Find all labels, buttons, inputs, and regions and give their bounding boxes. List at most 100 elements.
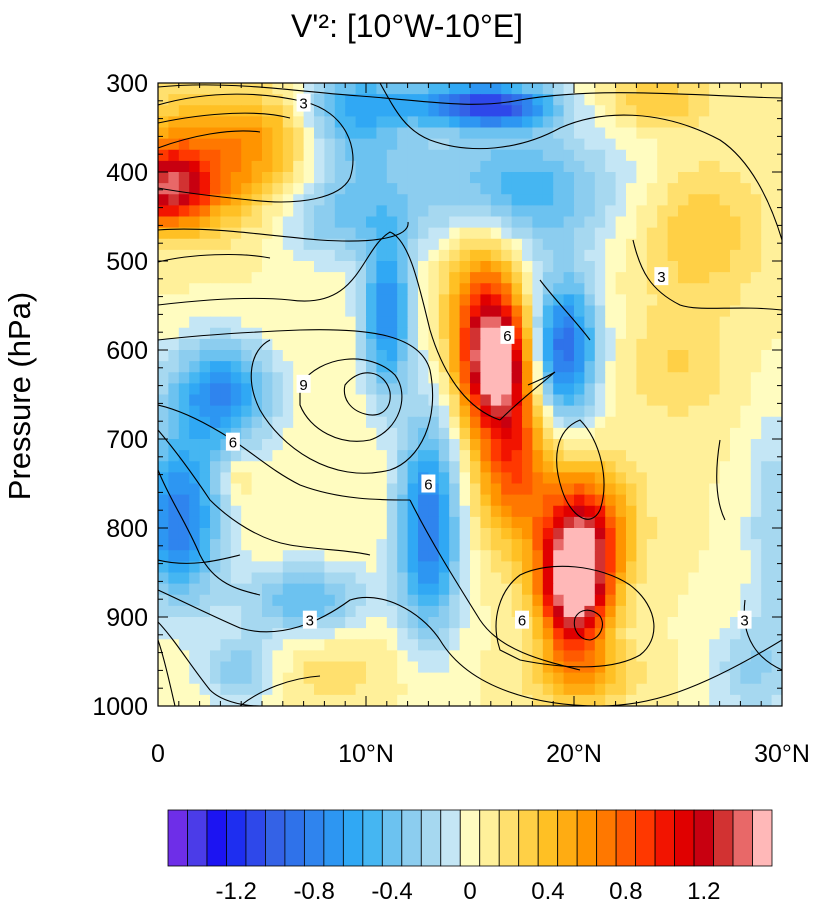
heatmap-cell (501, 283, 513, 295)
heatmap-cell (272, 639, 284, 651)
heatmap-cell (636, 694, 648, 706)
heatmap-cell (532, 249, 544, 262)
heatmap-cell (698, 439, 710, 451)
heatmap-cell (418, 594, 429, 607)
heatmap-cell (262, 249, 273, 262)
heatmap-cell (230, 661, 242, 674)
heatmap-cell (594, 327, 606, 340)
heatmap-cell (657, 183, 669, 195)
heatmap-cell (459, 483, 471, 496)
heatmap-cell (501, 149, 513, 162)
heatmap-cell (438, 172, 450, 184)
heatmap-cell (334, 572, 346, 585)
heatmap-cell (449, 316, 461, 329)
heatmap-cell (490, 472, 502, 485)
heatmap-cell (334, 472, 346, 485)
heatmap-cell (532, 650, 544, 663)
heatmap-cell (740, 350, 752, 362)
heatmap-cell (438, 249, 450, 262)
heatmap-cell (366, 149, 377, 162)
heatmap-cell (241, 505, 253, 518)
heatmap-cell (678, 516, 689, 529)
heatmap-cell (730, 116, 741, 129)
heatmap-cell (626, 583, 637, 596)
heatmap-cell (158, 639, 169, 651)
heatmap-cell (449, 617, 461, 629)
heatmap-cell (615, 350, 627, 362)
heatmap-cell (646, 227, 658, 240)
heatmap-cell (386, 650, 398, 663)
contour-line (158, 329, 434, 474)
heatmap-cell (334, 617, 346, 629)
heatmap-cell (740, 494, 752, 507)
heatmap-cell (709, 149, 721, 162)
heatmap-cell (584, 294, 596, 307)
heatmap-cell (366, 628, 377, 640)
heatmap-cell (501, 94, 513, 106)
heatmap-cell (646, 561, 658, 574)
heatmap-cell (386, 528, 398, 540)
heatmap-cell (189, 494, 201, 507)
heatmap-cell (688, 639, 700, 651)
heatmap-cell (376, 561, 388, 574)
heatmap-cell (459, 594, 471, 607)
heatmap-cell (158, 194, 169, 206)
heatmap-cell (230, 394, 242, 407)
heatmap-cell (584, 694, 596, 706)
heatmap-cell (345, 583, 357, 596)
heatmap-cell (449, 116, 461, 129)
heatmap-cell (501, 383, 513, 396)
heatmap-cell (574, 617, 585, 629)
heatmap-cell (220, 594, 232, 607)
heatmap-cell (522, 294, 533, 307)
heatmap-cell (584, 227, 596, 240)
heatmap-cell (178, 294, 190, 307)
heatmap-cell (542, 583, 554, 596)
heatmap-cell (709, 528, 721, 540)
heatmap-cell (501, 261, 513, 273)
heatmap-cell (386, 405, 398, 418)
heatmap-cell (688, 249, 700, 262)
heatmap-cell (407, 194, 419, 206)
heatmap-cell (740, 528, 752, 540)
heatmap-cell (386, 416, 398, 429)
heatmap-cell (220, 350, 232, 362)
heatmap-cell (293, 516, 305, 529)
heatmap-cell (563, 683, 575, 696)
heatmap-cell (574, 694, 585, 706)
heatmap-cell (490, 194, 502, 206)
heatmap-cell (480, 283, 492, 295)
heatmap-cell (657, 372, 669, 384)
heatmap-cell (418, 550, 429, 562)
heatmap-cell (750, 639, 762, 651)
heatmap-cell (324, 205, 336, 218)
heatmap-cell (657, 494, 669, 507)
heatmap-cell (761, 672, 773, 685)
heatmap-cell (501, 83, 513, 95)
heatmap-cell (251, 661, 263, 674)
heatmap-cell (605, 116, 617, 129)
heatmap-cell (750, 483, 762, 496)
heatmap-cell (241, 494, 253, 507)
heatmap-cell (449, 205, 461, 218)
heatmap-cell (594, 283, 606, 295)
heatmap-cell (522, 383, 533, 396)
heatmap-cell (220, 249, 232, 262)
heatmap-cell (490, 327, 502, 340)
heatmap-cell (386, 294, 398, 307)
heatmap-cell (178, 394, 190, 407)
heatmap-cell (626, 405, 637, 418)
heatmap-cell (210, 405, 221, 418)
heatmap-cell (553, 516, 565, 529)
heatmap-cell (761, 528, 773, 540)
heatmap-cell (480, 338, 492, 351)
heatmap-cell (303, 305, 315, 318)
heatmap-cell (480, 160, 492, 173)
heatmap-cell (158, 628, 169, 640)
heatmap-cell (220, 483, 232, 496)
heatmap-cell (646, 650, 658, 663)
heatmap-cell (314, 216, 325, 229)
heatmap-cell (480, 450, 492, 462)
heatmap-cell (605, 361, 617, 373)
heatmap-cell (449, 172, 461, 184)
